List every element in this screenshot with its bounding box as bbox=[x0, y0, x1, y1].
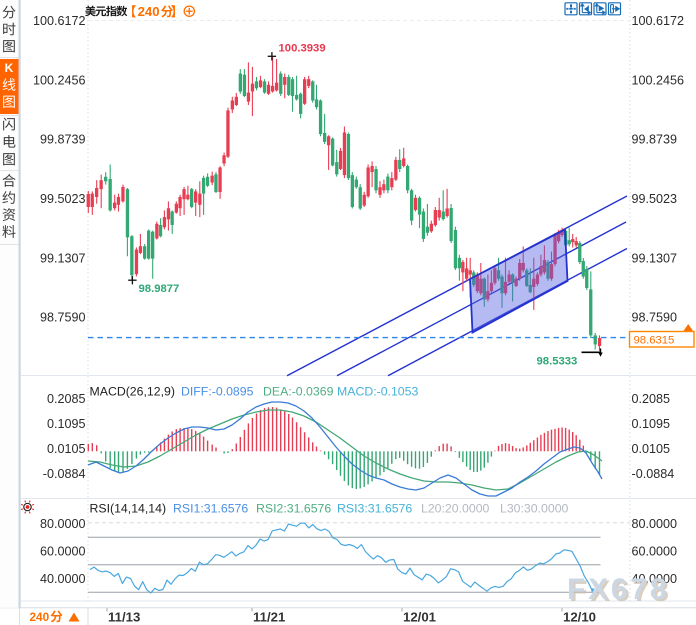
svg-text:98.9877: 98.9877 bbox=[139, 283, 180, 295]
svg-text:0.0105: 0.0105 bbox=[47, 442, 86, 456]
svg-text:240: 240 bbox=[30, 610, 50, 624]
svg-text:RSI1:31.6576: RSI1:31.6576 bbox=[173, 502, 248, 516]
svg-text:K: K bbox=[5, 61, 14, 75]
svg-text:RSI(14,14,14): RSI(14,14,14) bbox=[90, 502, 167, 516]
svg-text:0.2085: 0.2085 bbox=[632, 392, 671, 406]
svg-text:100.3939: 100.3939 bbox=[279, 43, 326, 55]
svg-text:60.0000: 60.0000 bbox=[40, 545, 86, 559]
svg-text:12/01: 12/01 bbox=[403, 610, 436, 625]
svg-text:FX678: FX678 bbox=[567, 573, 669, 606]
svg-text:99.8739: 99.8739 bbox=[40, 133, 86, 147]
svg-text:-0.0884: -0.0884 bbox=[43, 467, 86, 481]
svg-text:11/13: 11/13 bbox=[108, 610, 140, 625]
svg-text:L20:20.0000: L20:20.0000 bbox=[421, 502, 490, 516]
svg-text:0.1095: 0.1095 bbox=[632, 417, 671, 431]
svg-text:12/10: 12/10 bbox=[563, 610, 596, 625]
svg-text:11/21: 11/21 bbox=[253, 610, 285, 625]
svg-text:99.5023: 99.5023 bbox=[40, 192, 86, 206]
svg-text:MACD(26,12,9): MACD(26,12,9) bbox=[90, 385, 175, 399]
svg-text:40.0000: 40.0000 bbox=[632, 572, 678, 586]
svg-text:98.6315: 98.6315 bbox=[634, 335, 675, 347]
svg-text:DEA:-0.0369: DEA:-0.0369 bbox=[263, 385, 334, 399]
svg-text:RSI2:31.6576: RSI2:31.6576 bbox=[256, 502, 331, 516]
svg-text:98.7590: 98.7590 bbox=[632, 311, 678, 325]
svg-text:40.0000: 40.0000 bbox=[40, 572, 86, 586]
svg-text:100.6172: 100.6172 bbox=[33, 14, 86, 28]
svg-text:RSI3:31.6576: RSI3:31.6576 bbox=[337, 502, 412, 516]
svg-text:80.0000: 80.0000 bbox=[632, 517, 678, 531]
svg-text:0.0105: 0.0105 bbox=[632, 442, 671, 456]
svg-text:80.0000: 80.0000 bbox=[40, 517, 86, 531]
svg-text:99.8739: 99.8739 bbox=[632, 133, 678, 147]
svg-text:98.7590: 98.7590 bbox=[40, 311, 86, 325]
svg-text:60.0000: 60.0000 bbox=[632, 545, 678, 559]
svg-text:100.2456: 100.2456 bbox=[632, 73, 685, 87]
svg-text:MACD:-0.1053: MACD:-0.1053 bbox=[337, 385, 418, 399]
svg-text:0.1095: 0.1095 bbox=[47, 417, 86, 431]
svg-text:100.2456: 100.2456 bbox=[33, 73, 86, 87]
svg-text:L30:30.0000: L30:30.0000 bbox=[500, 502, 569, 516]
svg-text:-0.0884: -0.0884 bbox=[632, 467, 675, 481]
svg-text:98.5333: 98.5333 bbox=[537, 356, 578, 368]
svg-text:99.5023: 99.5023 bbox=[632, 192, 678, 206]
svg-text:240: 240 bbox=[138, 4, 160, 19]
svg-text:FX678: FX678 bbox=[569, 575, 671, 608]
svg-text:99.1307: 99.1307 bbox=[40, 251, 86, 265]
svg-text:100.6172: 100.6172 bbox=[632, 14, 685, 28]
svg-text:0.2085: 0.2085 bbox=[47, 392, 86, 406]
svg-text:DIFF:-0.0895: DIFF:-0.0895 bbox=[181, 385, 254, 399]
svg-text:99.1307: 99.1307 bbox=[632, 251, 678, 265]
